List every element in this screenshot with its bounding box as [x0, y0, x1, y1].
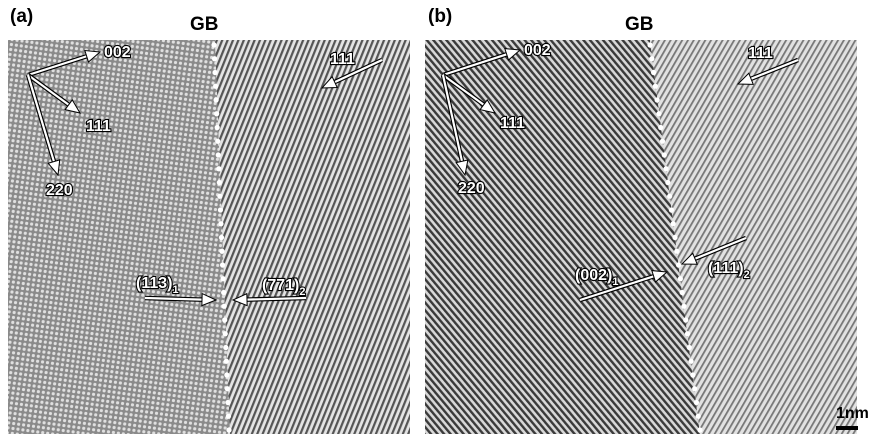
plane-subscript: 1: [172, 284, 178, 296]
gb-dot: [674, 249, 679, 254]
gb-dot: [217, 180, 222, 185]
gb-dot: [223, 345, 228, 350]
plane-index: (111): [708, 260, 744, 277]
gb-dot: [219, 235, 224, 240]
plane-subscript: 1: [612, 276, 618, 288]
plane-index: (113): [136, 275, 172, 292]
gb-dot: [213, 84, 218, 89]
gb-dot: [658, 125, 663, 130]
gb-dot: [221, 276, 226, 281]
gb-dot: [222, 317, 227, 322]
gb-dot: [656, 111, 661, 116]
gb-dot: [681, 304, 686, 309]
gb-dot: [663, 166, 668, 171]
plane-index: (771): [262, 277, 299, 294]
gb-dot: [212, 70, 217, 75]
plane-index: (002): [575, 267, 612, 284]
gb-dot: [223, 331, 228, 336]
gb-dot: [215, 125, 220, 130]
page: {"panels": [ {"label": "(a)", "title": "…: [0, 0, 877, 434]
figure: (a) GB (b) GB 1nm 002111220111(113)1(771…: [0, 0, 877, 434]
index-label: 220: [458, 180, 485, 197]
index-label: 002: [524, 42, 551, 59]
panel-label: (b): [428, 6, 452, 27]
gb-dot: [217, 194, 222, 199]
gb-dot: [218, 207, 223, 212]
gb-dot: [219, 249, 224, 254]
gb-dot: [667, 194, 672, 199]
gb-dot: [225, 386, 230, 391]
plane-subscript: 2: [299, 286, 305, 298]
gb-title: GB: [625, 14, 654, 35]
scale-label: 1nm: [836, 405, 869, 422]
gb-dot: [224, 359, 229, 364]
gb-dot: [221, 290, 226, 295]
gb-dot: [220, 262, 225, 267]
gb-dot: [671, 221, 676, 226]
gb-dot: [655, 97, 660, 102]
index-label: 111: [86, 118, 111, 135]
gb-dot: [211, 42, 216, 47]
gb-dot: [672, 235, 677, 240]
gb-dot: [696, 414, 701, 419]
gb-dot: [687, 345, 692, 350]
gb-dot: [649, 56, 654, 61]
index-label: 111: [330, 51, 355, 68]
gb-title: GB: [190, 14, 219, 35]
gb-dot: [697, 427, 702, 432]
gb-dot: [214, 97, 219, 102]
index-label: 220: [46, 182, 73, 199]
grain-left: [8, 40, 230, 434]
gb-dot: [690, 372, 695, 377]
gb-dot: [216, 152, 221, 157]
index-label: 002: [104, 44, 131, 61]
gb-dot: [685, 331, 690, 336]
gb-dot: [669, 207, 674, 212]
gb-dot: [692, 386, 697, 391]
gb-dot: [226, 427, 231, 432]
gb-dot: [662, 152, 667, 157]
gb-dot: [694, 400, 699, 405]
gb-dot: [214, 111, 219, 116]
gb-dot: [651, 70, 656, 75]
gb-dot: [688, 359, 693, 364]
gb-dot: [216, 166, 221, 171]
gb-dot: [224, 372, 229, 377]
plane-subscript: 2: [744, 269, 750, 281]
gb-dot: [676, 262, 681, 267]
gb-dot: [225, 400, 230, 405]
gb-dot: [653, 84, 658, 89]
gb-dot: [226, 414, 231, 419]
gb-dot: [680, 290, 685, 295]
index-label: 111: [748, 45, 773, 62]
gb-dot: [215, 139, 220, 144]
gb-dot: [212, 56, 217, 61]
panel-label: (a): [10, 6, 33, 27]
gb-dot: [683, 317, 688, 322]
gb-dot: [660, 139, 665, 144]
gb-dot: [647, 42, 652, 47]
index-label: 111: [500, 115, 525, 132]
gb-dot: [222, 304, 227, 309]
grain-right: [215, 40, 410, 434]
gb-dot: [665, 180, 670, 185]
gb-dot: [218, 221, 223, 226]
gb-dot: [678, 276, 683, 281]
